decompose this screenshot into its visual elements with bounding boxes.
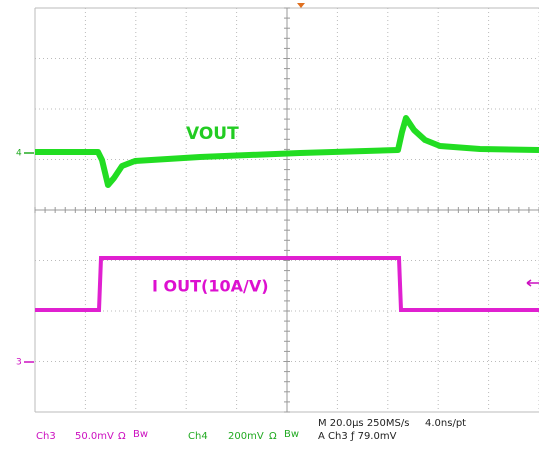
ch4-bw: Bw xyxy=(284,429,299,440)
vout-trace xyxy=(35,115,539,188)
ch3-marker: 3 xyxy=(16,358,22,368)
ch4-coupling: Ω xyxy=(269,431,277,442)
ch3-coupling: Ω xyxy=(118,431,126,442)
timebase: M 20.0µs 250MS/s xyxy=(318,418,409,429)
trigger-position-marker xyxy=(297,3,305,8)
ch3-bw: Bw xyxy=(133,429,148,440)
graticule xyxy=(34,7,539,413)
resolution: 4.0ns/pt xyxy=(425,418,466,429)
ch4-marker: 4 xyxy=(16,149,22,159)
ch3-scale: 50.0mV xyxy=(75,431,114,442)
trigger-level-marker xyxy=(526,279,539,287)
vout-label: VOUT xyxy=(186,124,239,144)
ch4-name: Ch4 xyxy=(188,431,208,442)
iout-label: I OUT(10A/V) xyxy=(152,277,269,296)
iout-trace xyxy=(35,256,539,312)
ch4-scale: 200mV xyxy=(228,431,264,442)
ch3-name: Ch3 xyxy=(36,431,56,442)
trigger-setting: A Ch3 ƒ 79.0mV xyxy=(318,431,397,442)
